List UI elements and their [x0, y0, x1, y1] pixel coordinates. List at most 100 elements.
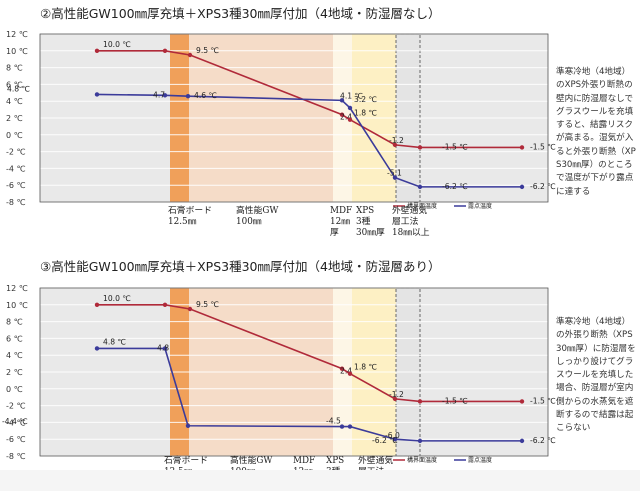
- chart-2-data-label: 10.0 ℃: [103, 294, 131, 303]
- chart-2-data-label: -6.0: [385, 431, 400, 440]
- chart-1-layer-label-xps: XPS 3種 30㎜厚: [356, 206, 385, 238]
- chart-1-data-label: 4.7: [153, 90, 165, 99]
- chart-1-data-point: [417, 184, 423, 190]
- chart-2-data-point: [94, 302, 100, 307]
- chart-2-y-tick-label: -6 ℃: [6, 435, 26, 444]
- chart-1-data-label: -1.5 ℃: [442, 142, 468, 151]
- chart-1-data-point: [162, 48, 168, 53]
- chart-2-legend-label-dewpoint: 露点温度: [468, 456, 492, 464]
- chart-1-y-tick-label: 2 ℃: [6, 114, 23, 123]
- chart-1-note: 準寒冷地（4地域）のXPS外張り断熱の壁内に防湿層なしでグラスウールを充填すると…: [556, 67, 636, 197]
- chart-2-data-point: [392, 396, 398, 402]
- chart-1-series-surface-line: [97, 49, 522, 149]
- chart-1-y-tick-label: 10 ℃: [6, 47, 28, 56]
- chart-2-data-label: -1.5 ℃: [530, 396, 556, 405]
- chart-1-data-label: 4.1 ℃: [340, 91, 363, 100]
- chart-2-y-tick-label: 12 ℃: [6, 284, 28, 293]
- chart-2-data-label: 4.8: [157, 343, 169, 352]
- chart-1-data-point: [185, 93, 191, 99]
- chart-1-data-label: 4.6 ℃: [194, 91, 217, 100]
- chart-2-data-label: -4.4 ℃: [2, 417, 28, 426]
- chart-2-data-point: [185, 423, 191, 428]
- chart-2-data-label: -1.2: [389, 390, 404, 399]
- chart-2-data-point: [519, 438, 525, 444]
- chart-1-legend-label-dewpoint: 露点温度: [468, 202, 492, 210]
- chart-1-data-label: 4.8 ℃: [7, 84, 30, 93]
- chart-2-data-point: [339, 424, 345, 429]
- chart-1-data-point: [347, 117, 353, 122]
- chart-2-y-tick-label: 2 ℃: [6, 368, 23, 377]
- chart-1-data-label: 10.0 ℃: [103, 40, 131, 49]
- chart-1-layer-label-glass-wool: 高性能GW 100㎜: [236, 206, 279, 227]
- chart-1-data-point: [392, 175, 398, 180]
- chart-1-data-point: [519, 184, 525, 190]
- chart-1-data-label: -1.2: [389, 136, 404, 145]
- chart-1-data-label: -5.1: [387, 169, 402, 178]
- chart-2-data-point: [417, 438, 423, 444]
- chart-2-data-point: [162, 302, 168, 307]
- chart-2-data-point: [162, 346, 168, 351]
- chart-2-y-tick-label: 6 ℃: [6, 334, 23, 343]
- chart-1-y-tick-label: 6 ℃: [6, 80, 23, 89]
- chart-1-y-tick-label: 0 ℃: [6, 131, 23, 140]
- chart-2-series-dewpoint-line: [97, 347, 522, 442]
- chart-1-data-point: [339, 98, 345, 103]
- chart-2-title: ③高性能GW100㎜厚充填＋XPS3種30㎜厚付加（4地域・防湿層あり）: [40, 259, 441, 274]
- chart-2-data-label: 2.4: [340, 367, 352, 376]
- chart-2-data-point: [347, 424, 353, 429]
- chart-1-y-tick-label: 8 ℃: [6, 64, 23, 73]
- chart-2-y-tick-label: 8 ℃: [6, 318, 23, 327]
- chart-2-data-label: -6.2 ℃: [530, 436, 556, 445]
- chart-1-data-label: -6.2 ℃: [530, 182, 556, 191]
- chart-2-legend-label-surface: 構界面温度: [407, 456, 437, 464]
- chart-1-plot-frame: [39, 33, 549, 203]
- chart-2-y-tick-label: 4 ℃: [6, 351, 23, 360]
- chart-1-legend-label-surface: 構界面温度: [407, 202, 437, 210]
- chart-1-title: ②高性能GW100㎜厚充填＋XPS3種30㎜厚付加（4地域・防湿層なし）: [40, 6, 441, 21]
- chart-2-data-point: [94, 346, 100, 351]
- chart-2-y-tick-label: -4 ℃: [6, 418, 26, 427]
- chart-1-data-label: 1.8 ℃: [354, 109, 377, 118]
- chart-2-y-tick-label: -2 ℃: [6, 402, 26, 411]
- page-bottom-bar: [0, 470, 640, 491]
- chart-1-data-point: [417, 145, 423, 150]
- chart-2-data-label: 4.8 ℃: [103, 337, 126, 346]
- chart-2-data-label: -4.5: [326, 417, 341, 426]
- chart-2-note: 準寒冷地（4地域）の外張り断熱（XPS30㎜厚）に防湿層をしっかり設けてグラスウ…: [556, 317, 636, 434]
- chart-2-data-point: [519, 399, 525, 404]
- chart-1-y-tick-label: 12 ℃: [6, 30, 28, 39]
- chart-2-data-label: 1.8 ℃: [354, 363, 377, 372]
- chart-2-y-tick-label: 10 ℃: [6, 301, 28, 310]
- chart-1-data-point: [187, 52, 193, 58]
- chart-1-y-tick-label: -8 ℃: [6, 198, 26, 207]
- chart-1-data-label: -1.5 ℃: [530, 142, 556, 151]
- chart-1-data-point: [162, 93, 168, 98]
- chart-1-plot: 12 ℃ 10 ℃ 8 ℃ 6 ℃ 4 ℃ 2 ℃ 0 ℃ -2 ℃ -4 ℃ -6 ℃ -8 ℃ 1…: [6, 30, 556, 210]
- chart-1-data-point: [339, 112, 345, 117]
- chart-2-series-surface-line: [97, 303, 522, 403]
- chart-1-y-tick-label: -6 ℃: [6, 181, 26, 190]
- chart-1-data-point: [519, 145, 525, 150]
- chart-2-data-point: [417, 399, 423, 404]
- chart-1-data-point: [94, 48, 100, 53]
- chart-2-y-tick-label: -8 ℃: [6, 452, 26, 461]
- chart-2-plot: 12 ℃ 10 ℃ 8 ℃ 6 ℃ 4 ℃ 2 ℃ 0 ℃ -2 ℃ -4 ℃ -6 ℃ -8 ℃ 1…: [2, 284, 556, 464]
- chart-1-data-point: [347, 105, 353, 111]
- chart-1-data-label: -6.2 ℃: [442, 182, 468, 191]
- chart-1-layer-label-mdf: MDF 12㎜ 厚: [330, 206, 353, 238]
- chart-1-layer-label-gypsum: 石膏ボード 12.5㎜: [168, 206, 212, 227]
- chart-1-data-point: [94, 92, 100, 97]
- chart-1-y-tick-label: 4 ℃: [6, 97, 23, 106]
- chart-2-data-point: [187, 306, 193, 312]
- chart-1-y-tick-label: -2 ℃: [6, 148, 26, 157]
- chart-2-data-point: [339, 366, 345, 371]
- chart-1-data-label: 2.4: [340, 113, 352, 122]
- chart-1-layer-label-ventilation: 外壁通気 層工法 18㎜以上: [392, 206, 430, 238]
- chart-2-plot-frame: [39, 287, 549, 457]
- chart-2-data-label: -1.5 ℃: [442, 396, 468, 405]
- chart-1-series-dewpoint-line: [96, 93, 522, 188]
- chart-1-y-tick-label: -4 ℃: [6, 164, 26, 173]
- chart-2-data-point: [392, 437, 398, 442]
- chart-2-data-point: [347, 371, 353, 376]
- chart-2-y-tick-label: 0 ℃: [6, 385, 23, 394]
